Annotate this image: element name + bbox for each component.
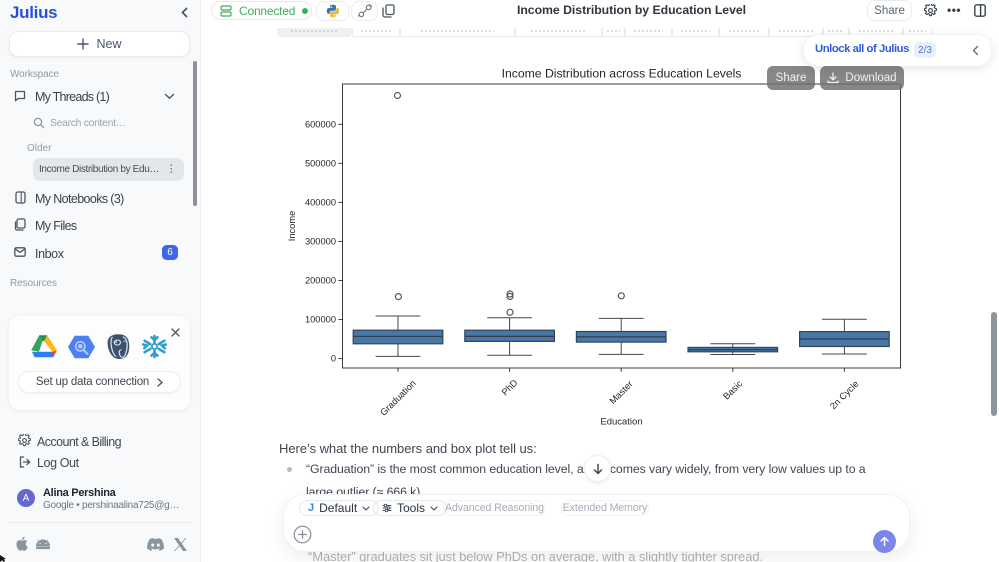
svg-text:Master: Master	[608, 379, 635, 406]
svg-text:500000: 500000	[305, 158, 336, 168]
svg-text:Income Distribution across Edu: Income Distribution across Education Lev…	[502, 67, 742, 81]
svg-text:PhD: PhD	[500, 377, 520, 397]
svg-text:400000: 400000	[305, 197, 336, 207]
svg-text:200000: 200000	[305, 276, 336, 286]
svg-text:300000: 300000	[305, 236, 336, 246]
svg-text:Income: Income	[287, 211, 297, 242]
svg-text:0: 0	[331, 354, 336, 364]
svg-text:100000: 100000	[305, 315, 336, 325]
svg-text:2n Cycle: 2n Cycle	[828, 379, 861, 412]
svg-text:Education: Education	[600, 417, 642, 428]
svg-text:Basic: Basic	[721, 378, 744, 401]
svg-text:Graduation: Graduation	[378, 378, 418, 418]
svg-text:600000: 600000	[305, 119, 336, 129]
